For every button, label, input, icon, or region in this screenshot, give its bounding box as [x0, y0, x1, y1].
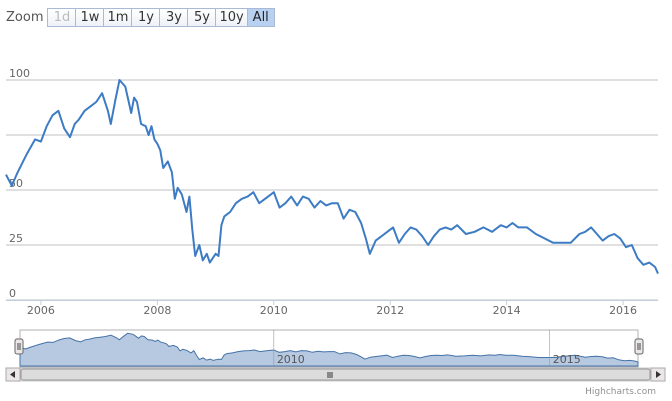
zoom-3y-button[interactable]: 3y — [159, 7, 188, 27]
x-tick-label: 2008 — [143, 304, 171, 317]
y-tick-label: 0 — [9, 287, 16, 300]
x-tick-label: 2006 — [27, 304, 55, 317]
x-axis-labels: 2006 2008 2010 2012 2014 2016 — [6, 300, 658, 317]
zoom-1m-button[interactable]: 1m — [103, 7, 132, 27]
scrollbar-thumb[interactable] — [20, 368, 651, 381]
navigator-axis: 2010 2015 — [273, 330, 581, 366]
navigator-left-handle[interactable] — [14, 338, 24, 355]
zoom-10y-button[interactable]: 10y — [215, 7, 247, 27]
y-axis-labels: 0 25 50 100 — [9, 67, 30, 300]
x-tick-label: 2014 — [493, 304, 521, 317]
y-tick-label: 50 — [9, 177, 23, 190]
navigator-tick-label: 2010 — [277, 353, 305, 366]
highcharts-credit[interactable]: Highcharts.com — [585, 387, 656, 397]
zoom-all-button[interactable]: All — [246, 7, 275, 27]
x-tick-label: 2012 — [376, 304, 404, 317]
zoom-1d-button[interactable]: 1d — [47, 7, 76, 27]
zoom-label: Zoom — [6, 9, 44, 25]
x-tick-label: 2016 — [609, 304, 637, 317]
scrollbar[interactable] — [5, 367, 666, 382]
zoom-5y-button[interactable]: 5y — [187, 7, 216, 27]
x-tick-label: 2010 — [260, 304, 288, 317]
zoom-1w-button[interactable]: 1w — [75, 7, 104, 27]
zoom-1y-button[interactable]: 1y — [131, 7, 160, 27]
navigator-area — [19, 332, 639, 367]
navigator-tick-label: 2015 — [553, 353, 581, 366]
y-tick-label: 25 — [9, 232, 23, 245]
y-tick-label: 100 — [9, 67, 30, 80]
price-series-line — [5, 79, 659, 275]
navigator-right-handle[interactable] — [634, 338, 644, 355]
zoom-bar: Zoom 1d 1w 1m 1y 3y 5y 10y All — [6, 7, 275, 27]
grid-layer — [6, 79, 658, 301]
